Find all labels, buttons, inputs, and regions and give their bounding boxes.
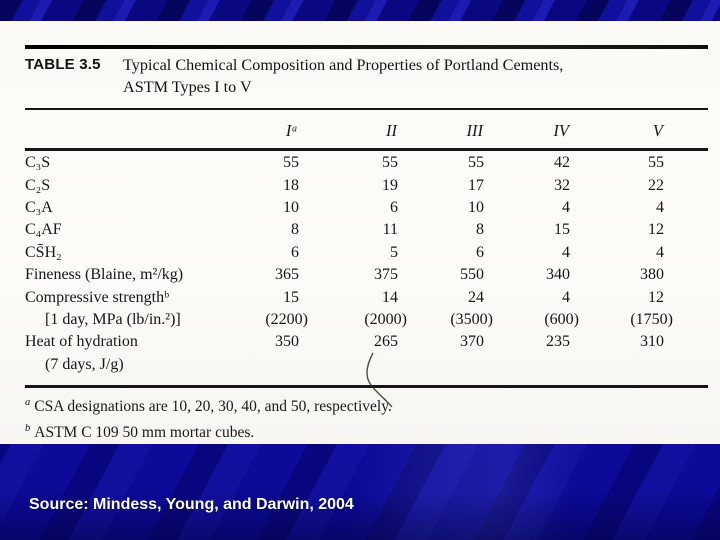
- row-label: C₄AF: [25, 221, 62, 239]
- header-bottom-rule: [25, 148, 708, 151]
- footnote-b: b ASTM C 109 50 mm mortar cubes.: [25, 418, 392, 444]
- table-number-label: TABLE 3.5: [25, 56, 101, 73]
- cell-value: 42: [554, 154, 570, 172]
- cell-value: 32: [554, 176, 570, 194]
- cell-value: 8: [291, 221, 299, 239]
- table-top-rule: [25, 45, 708, 49]
- cell-value: 375: [374, 266, 398, 284]
- column-header-row: Iᵃ II III IV V: [25, 120, 664, 142]
- header-top-rule: [25, 108, 708, 110]
- cell-value: 15: [554, 221, 570, 239]
- cell-value: 14: [382, 288, 398, 306]
- table-row: [1 day, MPa (lb/in.²)] (2200) (2000) (3500)…: [25, 309, 673, 331]
- cell-value: 310: [640, 333, 664, 351]
- column-header-type-1: Iᵃ: [285, 121, 298, 140]
- cell-value: 18: [283, 176, 299, 194]
- cell-value: (600): [544, 310, 579, 328]
- cell-value: 365: [275, 266, 299, 284]
- footnote-a-text: CSA designations are 10, 20, 30, 40, and…: [34, 398, 392, 416]
- table-row: Fineness (Blaine, m²/kg) 365 375 550 340 380: [25, 264, 664, 286]
- row-label: Heat of hydration: [25, 333, 138, 351]
- column-header-type-4: IV: [553, 121, 569, 140]
- row-label: [1 day, MPa (lb/in.²)]: [45, 310, 181, 328]
- top-band-decoration: [0, 0, 720, 21]
- column-header-type-5: V: [652, 121, 663, 140]
- cell-value: 340: [546, 266, 570, 284]
- row-label: CS̄H₂: [25, 243, 62, 261]
- cell-value: (3500): [450, 310, 493, 328]
- cell-value: 55: [382, 154, 398, 172]
- table-row: C₂S 18 19 17 32 22: [25, 174, 664, 196]
- cell-value: 55: [468, 154, 484, 172]
- table-scan-panel: TABLE 3.5 Typical Chemical Composition a…: [0, 21, 720, 444]
- cell-value: 370: [460, 333, 484, 351]
- row-label: (7 days, J/g): [45, 355, 124, 373]
- cell-value: 380: [640, 266, 664, 284]
- cell-value: 8: [476, 221, 484, 239]
- column-header-type-3: III: [466, 121, 483, 140]
- cell-value: 4: [656, 243, 664, 261]
- cell-value: 11: [382, 221, 398, 239]
- cell-value: 4: [656, 198, 664, 216]
- cell-value: 4: [562, 243, 570, 261]
- cell-value: 6: [390, 198, 398, 216]
- footnote-a: a CSA designations are 10, 20, 30, 40, an…: [25, 392, 392, 418]
- cell-value: 22: [648, 176, 664, 194]
- cell-value: 55: [283, 154, 299, 172]
- table-row: C₃A 10 6 10 4 4: [25, 197, 664, 219]
- cell-value: (2200): [265, 310, 308, 328]
- cell-value: 4: [562, 288, 570, 306]
- cell-value: 550: [460, 266, 484, 284]
- table-title-line2: ASTM Types I to V: [123, 78, 252, 96]
- cell-value: 6: [476, 243, 484, 261]
- source-citation: Source: Mindess, Young, and Darwin, 2004: [29, 496, 354, 513]
- table-row: C₄AF 8 11 8 15 12: [25, 219, 664, 241]
- cell-value: 19: [382, 176, 398, 194]
- footnote-a-marker: a: [25, 397, 31, 408]
- row-label: Compressive strengthᵇ: [25, 288, 170, 306]
- table-row: (7 days, J/g): [25, 354, 664, 376]
- cell-value: (2000): [364, 310, 407, 328]
- cell-value: 12: [648, 288, 664, 306]
- cell-value: 350: [275, 333, 299, 351]
- cell-value: 5: [390, 243, 398, 261]
- table-footnotes: a CSA designations are 10, 20, 30, 40, an…: [25, 392, 392, 444]
- column-header-type-2: II: [386, 121, 397, 140]
- table-row: C₃S 55 55 55 42 55: [25, 152, 664, 174]
- row-label: C₃S: [25, 154, 51, 172]
- cell-value: 4: [562, 198, 570, 216]
- row-label: C₂S: [25, 176, 51, 194]
- cell-value: 10: [468, 198, 484, 216]
- table-title: Typical Chemical Composition and Propert…: [123, 54, 563, 98]
- cell-value: 15: [283, 288, 299, 306]
- cell-value: 235: [546, 333, 570, 351]
- table-row: Heat of hydration 350 265 370 235 310: [25, 331, 664, 353]
- table-bottom-rule: [25, 385, 708, 388]
- table-row: CS̄H₂ 6 5 6 4 4: [25, 242, 664, 264]
- cell-value: 24: [468, 288, 484, 306]
- cell-value: (1750): [630, 310, 673, 328]
- cell-value: 10: [283, 198, 299, 216]
- footnote-b-text: ASTM C 109 50 mm mortar cubes.: [34, 424, 255, 442]
- row-label: C₃A: [25, 198, 53, 216]
- table-row: Compressive strengthᵇ 15 14 24 4 12: [25, 286, 664, 308]
- table-body: C₃S 55 55 55 42 55 C₂S 18 19 17 32 22 C₃A 10 6 10 4 4 C₄AF…: [25, 152, 673, 376]
- table-title-line1: Typical Chemical Composition and Propert…: [123, 56, 564, 74]
- cell-value: 265: [374, 333, 398, 351]
- footnote-b-marker: b: [25, 423, 31, 435]
- table-caption: TABLE 3.5 Typical Chemical Composition a…: [25, 54, 563, 98]
- cell-value: 12: [648, 221, 664, 239]
- cell-value: 17: [468, 176, 484, 194]
- row-label: Fineness (Blaine, m²/kg): [25, 266, 184, 284]
- cell-value: 6: [291, 243, 299, 261]
- cell-value: 55: [648, 154, 664, 172]
